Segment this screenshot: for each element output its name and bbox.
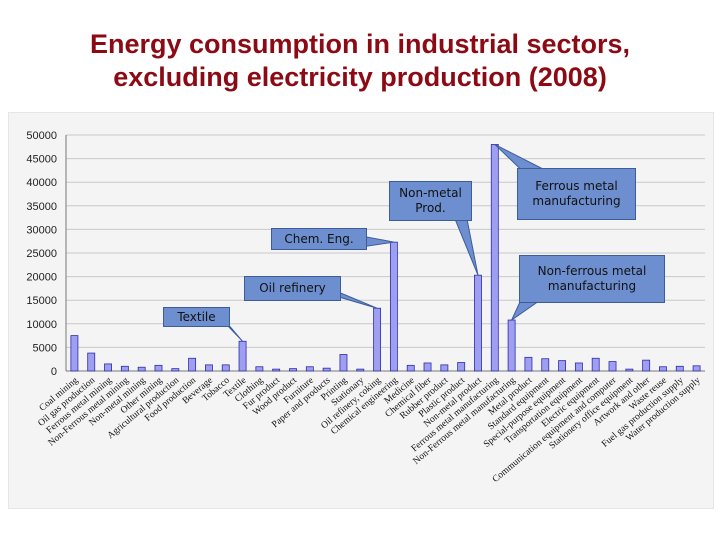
bar <box>507 319 516 372</box>
bar <box>675 365 684 372</box>
bar <box>558 360 566 372</box>
callout-chem: Chem. Eng. <box>271 228 367 250</box>
y-tick-label: 50000 <box>26 130 57 142</box>
bar <box>373 307 382 372</box>
bar <box>692 365 701 372</box>
callout-oil: Oil refinery <box>244 276 341 301</box>
y-tick-labels: 0 5000 10000 15000 20000 25000 30000 35000 40000… <box>26 130 57 378</box>
bar <box>490 144 499 372</box>
bar <box>423 362 432 372</box>
y-tick-label: 40000 <box>26 177 57 189</box>
bar <box>272 368 281 372</box>
y-tick-label: 35000 <box>26 201 57 213</box>
bar <box>221 364 230 372</box>
bar <box>541 358 550 372</box>
bar <box>356 368 365 372</box>
bar <box>238 340 247 372</box>
bar <box>70 335 79 372</box>
bar <box>305 366 314 372</box>
bar <box>137 366 146 372</box>
callout-non-ferrous: Non-ferrous metal manufacturing <box>519 255 665 303</box>
bar <box>104 363 112 372</box>
bar <box>406 364 415 372</box>
bar <box>188 357 197 372</box>
callout-ferrous: Ferrous metal manufacturing <box>517 168 636 220</box>
callout-textile: Textile <box>163 307 230 327</box>
bar-chart: 0 5000 10000 15000 20000 25000 30000 35000 40000… <box>26 130 705 485</box>
bar <box>608 361 617 372</box>
bar <box>457 362 466 372</box>
title-line-2: excluding electricity production (2008) <box>113 62 607 92</box>
y-tick-label: 30000 <box>26 224 57 236</box>
y-tick-label: 0 <box>51 366 57 378</box>
bar <box>524 356 533 372</box>
bar <box>574 362 583 372</box>
chart-panel: 0 5000 10000 15000 20000 25000 30000 35000 40000… <box>8 112 714 509</box>
bar <box>154 364 163 372</box>
bar <box>87 352 96 372</box>
y-tick-label: 25000 <box>26 248 57 260</box>
bar <box>440 364 449 372</box>
y-tick-label: 45000 <box>26 154 57 166</box>
bar <box>659 366 667 372</box>
bar <box>389 241 398 372</box>
bar <box>171 368 180 372</box>
y-tick-label: 20000 <box>26 272 57 284</box>
bar <box>255 366 264 372</box>
callout-non-metal: Non-metal Prod. <box>389 181 472 221</box>
slide-title: Energy consumption in industrial sectors… <box>0 28 720 94</box>
y-tick-label: 5000 <box>33 342 57 354</box>
bar <box>625 368 634 372</box>
bar <box>322 367 331 372</box>
bar <box>591 357 600 372</box>
bar <box>289 368 297 372</box>
callout-pointer <box>454 218 479 276</box>
bar <box>642 359 651 372</box>
bar <box>205 364 213 372</box>
bar <box>339 354 348 372</box>
y-tick-label: 10000 <box>26 319 57 331</box>
bar <box>474 274 482 372</box>
y-tick-label: 15000 <box>26 295 57 307</box>
title-line-1: Energy consumption in industrial sectors… <box>89 29 631 59</box>
bar <box>120 365 129 372</box>
